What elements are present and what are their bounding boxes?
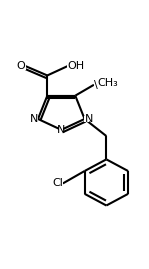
Text: OH: OH bbox=[67, 61, 85, 71]
FancyBboxPatch shape bbox=[67, 63, 77, 70]
Text: Cl: Cl bbox=[52, 178, 63, 189]
FancyBboxPatch shape bbox=[55, 180, 63, 187]
Text: N: N bbox=[30, 114, 38, 124]
Text: N: N bbox=[57, 125, 65, 135]
Text: \: \ bbox=[94, 80, 101, 90]
Text: O: O bbox=[17, 61, 26, 71]
FancyBboxPatch shape bbox=[23, 63, 26, 70]
FancyBboxPatch shape bbox=[34, 116, 38, 122]
FancyBboxPatch shape bbox=[94, 82, 100, 88]
FancyBboxPatch shape bbox=[59, 126, 63, 133]
Text: CH₃: CH₃ bbox=[97, 78, 118, 88]
Text: N: N bbox=[85, 114, 93, 124]
FancyBboxPatch shape bbox=[84, 116, 89, 122]
